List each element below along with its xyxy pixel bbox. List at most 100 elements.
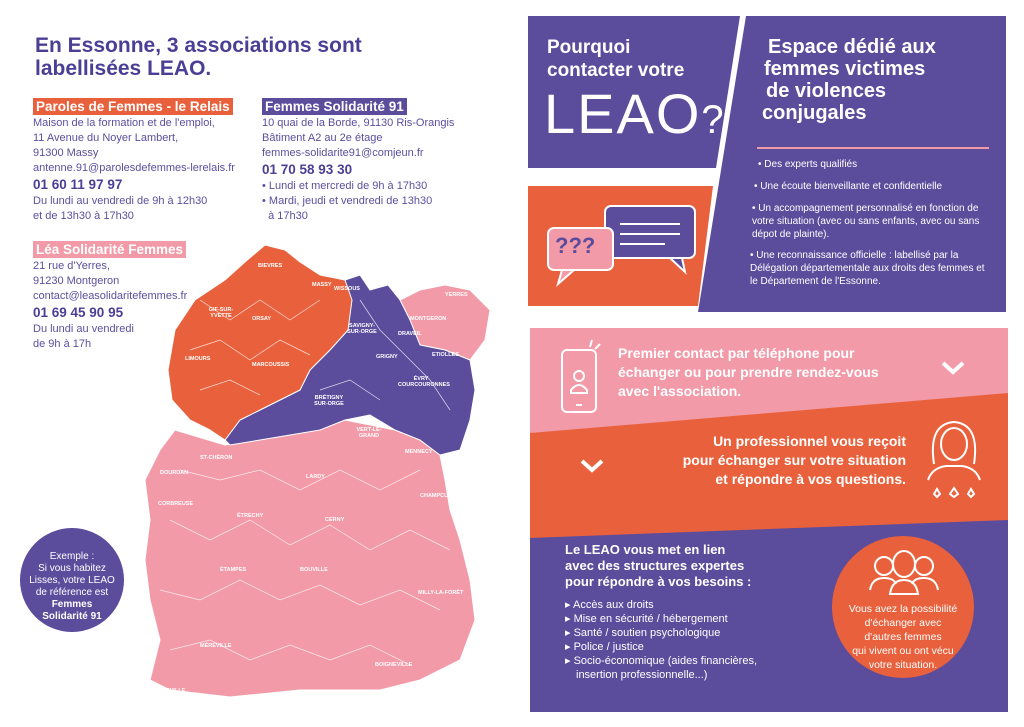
example-text: Si vous habitez <box>38 563 106 574</box>
association-paroles: Paroles de Femmes - le Relais Maison de … <box>33 98 263 224</box>
map-label: ÉTRECHY <box>237 513 264 519</box>
map-label: ANGERVILLE <box>150 688 186 694</box>
network-title-line: Le LEAO vous met en lien <box>565 542 726 557</box>
network-item: ▸ Mise en sécurité / hébergement <box>565 613 728 625</box>
group-line: Vous avez la possibilité <box>848 603 958 615</box>
divider <box>757 147 989 149</box>
map-label: VERT-LE-GRAND <box>356 427 382 439</box>
hours: à 17h30 <box>262 210 308 222</box>
address-line: 91230 Montgeron <box>33 275 120 287</box>
step-line: pour échanger sur votre situation <box>682 452 906 468</box>
map-label: DOURDAN <box>160 470 189 476</box>
network-item: ▸ Santé / soutien psychologique <box>565 627 721 639</box>
chevron-down-icon[interactable] <box>579 458 605 474</box>
map-label: BOIGNEVILLE <box>375 662 413 668</box>
example-badge: Exemple : Si vous habitez Lisses, votre … <box>20 528 124 632</box>
map-label: LARDY <box>306 474 325 480</box>
map-label: WISSOUS <box>334 286 360 292</box>
map-label: SAVIGNY-SUR-ORGE <box>347 323 377 335</box>
commune-borders <box>159 299 451 666</box>
space-title-line: femmes victimes <box>764 58 926 80</box>
map-label: YERRES <box>445 292 468 298</box>
hours: et de 13h30 à 17h30 <box>33 210 134 222</box>
space-item: • Une écoute bienveillante et confidenti… <box>754 181 943 192</box>
map-region-lea <box>144 419 476 698</box>
association-name: Léa Solidarité Femmes <box>33 241 187 258</box>
step-1-text: Premier contact par téléphone pour échan… <box>618 344 879 401</box>
question-marks: ??? <box>555 233 596 258</box>
why-line: contacter votre <box>547 60 685 81</box>
map-label: BOUVILLE <box>300 567 328 573</box>
map-label: MASSY <box>312 282 332 288</box>
network-heading: Le LEAO vous met en lien avec des struct… <box>565 542 751 590</box>
logo-text: LEAO <box>544 82 702 145</box>
address-line: 10 quai de la Borde, 91130 Ris-Orangis <box>262 117 455 129</box>
network-item-label: Accès aux droits <box>572 599 654 611</box>
map-region-paroles <box>167 244 353 441</box>
space-item: • Des experts qualifiés <box>758 159 858 170</box>
map-label: GRIGNY <box>376 354 398 360</box>
network-list: ▸ Accès aux droits ▸ Mise en sécurité / … <box>565 598 795 682</box>
example-text: Exemple : <box>49 551 95 562</box>
email-link[interactable]: femmes-solidarite91@comjeun.fr <box>262 147 424 159</box>
map-label: ÉTAMPES <box>220 567 247 573</box>
step-line: Un professionnel vous reçoit <box>713 433 906 449</box>
why-line: Pourquoi <box>547 37 631 58</box>
email-link[interactable]: antenne.91@parolesdefemmes-lerelais.fr <box>33 162 235 174</box>
top-panels-bg <box>528 16 1006 312</box>
map-label: ETIOLLES <box>432 352 459 358</box>
map-label: MONTGERON <box>410 316 447 322</box>
address-line: 21 rue d'Yerres, <box>33 260 110 272</box>
phone-number[interactable]: 01 60 11 97 97 <box>33 177 123 192</box>
space-list: • Des experts qualifiés • Une écoute bie… <box>750 158 990 288</box>
association-fs91: Femmes Solidarité 91 10 quai de la Borde… <box>262 98 502 224</box>
map-label: LIMOURS <box>185 356 211 362</box>
hours: • Lundi et mercredi de 9h à 17h30 <box>262 180 428 192</box>
step-line: échanger ou pour prendre rendez-vous <box>618 364 879 380</box>
space-title-line: de violences <box>766 80 887 102</box>
network-title-line: avec des structures expertes <box>565 558 745 573</box>
email-link[interactable]: contact@leasolidaritefemmes.fr <box>33 290 188 302</box>
example-text: Solidarité 91 <box>42 611 102 622</box>
map-label: BRÉTIGNY SUR-ORGE <box>314 395 344 407</box>
map-label: BIEVRES <box>258 263 283 269</box>
map-label: MARCOUSSIS <box>252 362 290 368</box>
map-label: CORBREUSE <box>158 501 194 507</box>
network-item: ▸ Police / justice <box>565 641 644 653</box>
address-line: Bâtiment A2 au 2e étage <box>262 132 383 144</box>
space-item: • Une reconnaissance officielle : labell… <box>750 250 985 287</box>
association-name: Paroles de Femmes - le Relais <box>33 98 233 115</box>
group-badge: Vous avez la possibilité d'échanger avec… <box>832 536 974 678</box>
step-line: Premier contact par téléphone pour <box>618 345 855 361</box>
space-title-line: conjugales <box>762 102 867 124</box>
example-text: Lisses, votre LEAO <box>29 575 115 586</box>
association-name: Femmes Solidarité 91 <box>262 98 407 115</box>
network-title-line: pour répondre à vos besoins : <box>565 574 752 589</box>
leao-logo: LEAO? <box>544 84 726 150</box>
map-label: ÉVRY COURCOURONNES <box>398 376 450 388</box>
phone-number[interactable]: 01 70 58 93 30 <box>262 162 353 177</box>
phone-number[interactable]: 01 69 45 90 95 <box>33 305 124 320</box>
hours: Du lundi au vendredi de 9h à 12h30 <box>33 195 208 207</box>
map-label: MÉRÉVILLE <box>200 643 232 649</box>
map-label: CHAMPCUEIL <box>420 493 457 499</box>
map-label: MENNECY <box>405 449 433 455</box>
chevron-down-icon[interactable] <box>940 360 966 376</box>
page-title: En Essonne, 3 associations sont labellis… <box>35 34 362 80</box>
why-heading: Pourquoi contacter votre <box>547 36 684 82</box>
address-line: Maison de la formation et de l'emploi, <box>33 117 215 129</box>
group-line: qui vivent ou ont vécu <box>852 645 954 657</box>
women-group-icon <box>869 550 939 595</box>
hours: de 9h à 17h <box>33 338 92 350</box>
space-item: • Un accompagnement personnalisé en fonc… <box>752 203 980 240</box>
address-line: 91300 Massy <box>33 147 99 159</box>
step-2-text: Un professionnel vous reçoit pour échang… <box>620 432 906 489</box>
network-item-label: Santé / soutien psychologique <box>573 627 721 639</box>
map-label: ORSAY <box>252 316 272 322</box>
group-line: d'échanger avec <box>864 617 942 629</box>
network-item: ▸ Socio-économique (aides financières, i… <box>565 655 758 681</box>
association-lea: Léa Solidarité Femmes 21 rue d'Yerres, 9… <box>33 241 233 352</box>
map-label: CERNY <box>325 517 345 523</box>
network-item: ▸ Accès aux droits <box>565 599 654 611</box>
network-item-label: Police / justice <box>573 641 644 653</box>
